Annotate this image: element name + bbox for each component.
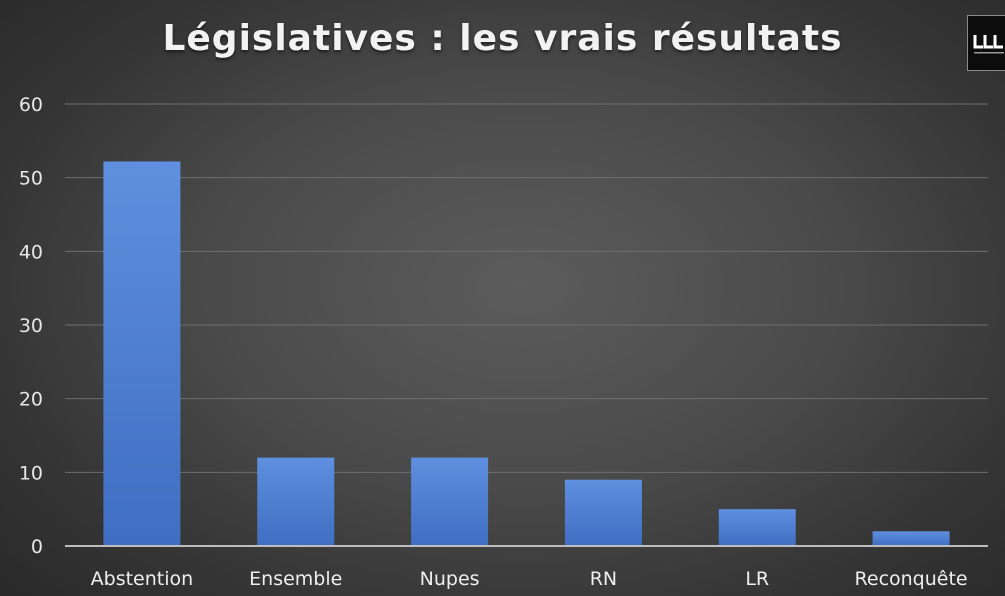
x-category-label: Ensemble	[249, 568, 342, 590]
bars	[103, 161, 950, 546]
y-axis-ticks: 0 10 20 30 40 50 60	[19, 94, 43, 558]
x-category-label: RN	[590, 568, 617, 590]
x-axis-categories: Abstention Ensemble Nupes RN LR Reconquête	[91, 568, 968, 590]
y-tick-label: 0	[31, 536, 43, 558]
bar-rn	[564, 479, 642, 546]
y-tick-label: 50	[19, 168, 43, 190]
x-category-label: LR	[745, 568, 769, 590]
x-category-label: Nupes	[420, 568, 480, 590]
chart-title: Législatives : les vrais résultats	[162, 18, 843, 59]
y-tick-label: 20	[19, 389, 43, 411]
y-tick-label: 60	[19, 94, 43, 116]
y-tick-label: 30	[19, 315, 43, 337]
x-category-label: Abstention	[91, 568, 194, 590]
x-category-label: Reconquête	[855, 568, 968, 590]
y-tick-label: 10	[19, 462, 43, 484]
bar-reconquête	[872, 531, 950, 546]
brand-logo	[967, 15, 1005, 71]
bar-ensemble	[257, 457, 335, 546]
bar-lr	[718, 509, 796, 546]
logo-mark-icon	[973, 35, 1004, 54]
bar-nupes	[411, 457, 489, 546]
y-tick-label: 40	[19, 241, 43, 263]
gridlines	[65, 103, 988, 473]
bar-abstention	[103, 161, 181, 546]
